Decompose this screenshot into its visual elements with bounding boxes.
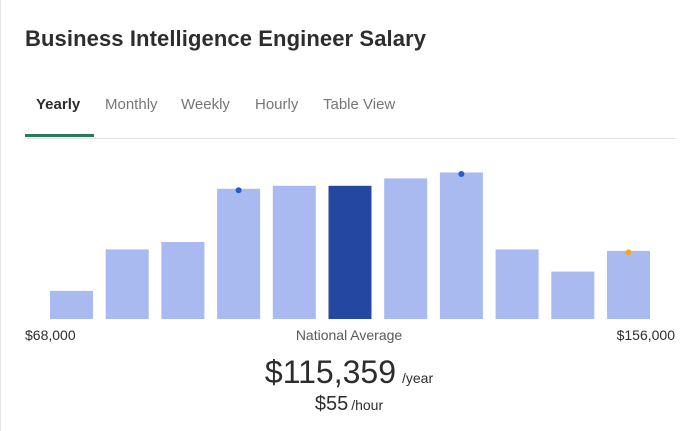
chart-bar [105,249,149,319]
chart-min-label: $68,000 [25,327,76,343]
tab-monthly[interactable]: Monthly [105,96,158,113]
chart-max-label: $156,000 [616,327,675,343]
yearly-salary: $115,359/year [0,354,698,391]
chart-bar [217,188,261,319]
card-border [0,0,1,431]
chart-marker-dot [625,249,632,256]
hourly-salary: $55/hour [0,393,698,416]
national-average-label: National Average [295,327,403,343]
chart-bar [161,242,205,319]
yearly-salary-value: $115,359 [264,354,396,390]
salary-distribution-chart [50,171,650,319]
chart-bar [272,185,316,319]
period-tabs: Yearly Monthly Weekly Hourly Table View [25,86,676,139]
tab-weekly[interactable]: Weekly [181,96,230,113]
yearly-salary-unit: /year [401,370,434,386]
chart-marker-dot [235,187,242,194]
chart-bar [551,271,595,319]
tab-table-view[interactable]: Table View [323,96,396,113]
active-tab-underline [25,134,94,137]
chart-bar [50,290,93,319]
hourly-salary-unit: /hour [351,397,384,413]
chart-bar [439,172,483,319]
chart-marker-dot [458,171,465,177]
tab-hourly[interactable]: Hourly [255,96,299,113]
chart-bar-national-average [328,185,372,319]
tab-yearly[interactable]: Yearly [36,96,81,113]
page-title: Business Intelligence Engineer Salary [25,26,427,51]
chart-bar [607,250,650,319]
hourly-salary-value: $55 [314,393,349,415]
chart-bar [384,178,428,319]
chart-bar [495,249,539,319]
